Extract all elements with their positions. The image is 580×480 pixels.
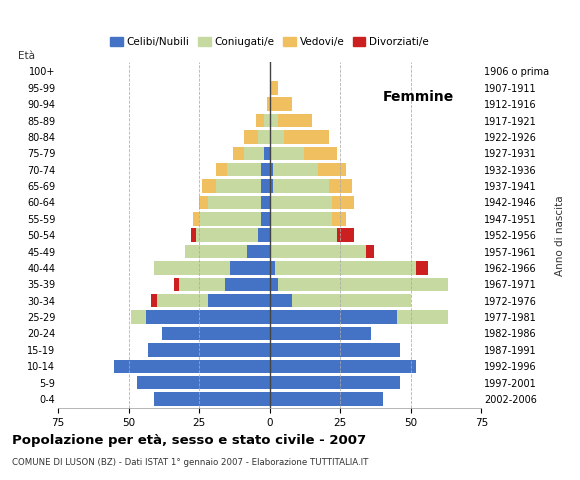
- Bar: [270, 360, 416, 373]
- Bar: [416, 261, 428, 275]
- Bar: [256, 114, 264, 127]
- Bar: [270, 97, 292, 111]
- Bar: [114, 360, 270, 373]
- Bar: [270, 180, 273, 193]
- Bar: [216, 163, 227, 176]
- Bar: [270, 277, 278, 291]
- Bar: [264, 146, 270, 160]
- Bar: [270, 392, 383, 406]
- Bar: [264, 114, 270, 127]
- Bar: [146, 311, 270, 324]
- Bar: [199, 196, 208, 209]
- Bar: [137, 376, 270, 389]
- Bar: [276, 261, 416, 275]
- Bar: [270, 212, 332, 226]
- Bar: [267, 97, 270, 111]
- Bar: [329, 180, 351, 193]
- Bar: [247, 245, 270, 258]
- Text: Femmine: Femmine: [382, 90, 454, 104]
- Bar: [318, 163, 346, 176]
- Bar: [230, 261, 270, 275]
- Bar: [270, 294, 292, 307]
- Bar: [261, 196, 270, 209]
- Bar: [270, 343, 400, 357]
- Legend: Celibi/Nubili, Coniugati/e, Vedovi/e, Divorziati/e: Celibi/Nubili, Coniugati/e, Vedovi/e, Di…: [106, 33, 433, 51]
- Bar: [365, 245, 374, 258]
- Bar: [148, 343, 270, 357]
- Bar: [191, 228, 196, 242]
- Bar: [179, 277, 224, 291]
- Bar: [224, 277, 270, 291]
- Bar: [216, 180, 261, 193]
- Bar: [270, 245, 365, 258]
- Bar: [292, 294, 411, 307]
- Bar: [194, 212, 199, 226]
- Text: Età: Età: [18, 51, 35, 60]
- Bar: [397, 311, 448, 324]
- Bar: [270, 261, 275, 275]
- Bar: [270, 376, 400, 389]
- Bar: [162, 327, 270, 340]
- Bar: [338, 228, 354, 242]
- Bar: [132, 311, 146, 324]
- Bar: [332, 212, 346, 226]
- Bar: [208, 196, 261, 209]
- Bar: [202, 180, 216, 193]
- Bar: [151, 294, 157, 307]
- Text: COMUNE DI LUSON (BZ) - Dati ISTAT 1° gennaio 2007 - Elaborazione TUTTITALIA.IT: COMUNE DI LUSON (BZ) - Dati ISTAT 1° gen…: [12, 458, 368, 468]
- Bar: [259, 130, 270, 144]
- Bar: [273, 163, 318, 176]
- Bar: [208, 294, 270, 307]
- Bar: [185, 245, 247, 258]
- Bar: [199, 212, 261, 226]
- Bar: [154, 392, 270, 406]
- Bar: [244, 130, 259, 144]
- Bar: [261, 180, 270, 193]
- Bar: [270, 228, 338, 242]
- Bar: [174, 277, 179, 291]
- Bar: [270, 311, 397, 324]
- Y-axis label: Anno di nascita: Anno di nascita: [555, 195, 565, 276]
- Bar: [270, 196, 332, 209]
- Bar: [259, 228, 270, 242]
- Bar: [270, 163, 273, 176]
- Text: Popolazione per età, sesso e stato civile - 2007: Popolazione per età, sesso e stato civil…: [12, 434, 366, 447]
- Bar: [227, 163, 261, 176]
- Bar: [303, 146, 338, 160]
- Bar: [332, 196, 354, 209]
- Bar: [270, 327, 371, 340]
- Bar: [157, 294, 208, 307]
- Bar: [270, 81, 278, 95]
- Bar: [154, 261, 230, 275]
- Bar: [244, 146, 264, 160]
- Bar: [196, 228, 259, 242]
- Bar: [284, 130, 329, 144]
- Bar: [270, 114, 278, 127]
- Bar: [278, 277, 448, 291]
- Bar: [273, 180, 329, 193]
- Bar: [261, 212, 270, 226]
- Bar: [261, 163, 270, 176]
- Bar: [270, 146, 303, 160]
- Bar: [278, 114, 312, 127]
- Bar: [233, 146, 244, 160]
- Bar: [270, 130, 284, 144]
